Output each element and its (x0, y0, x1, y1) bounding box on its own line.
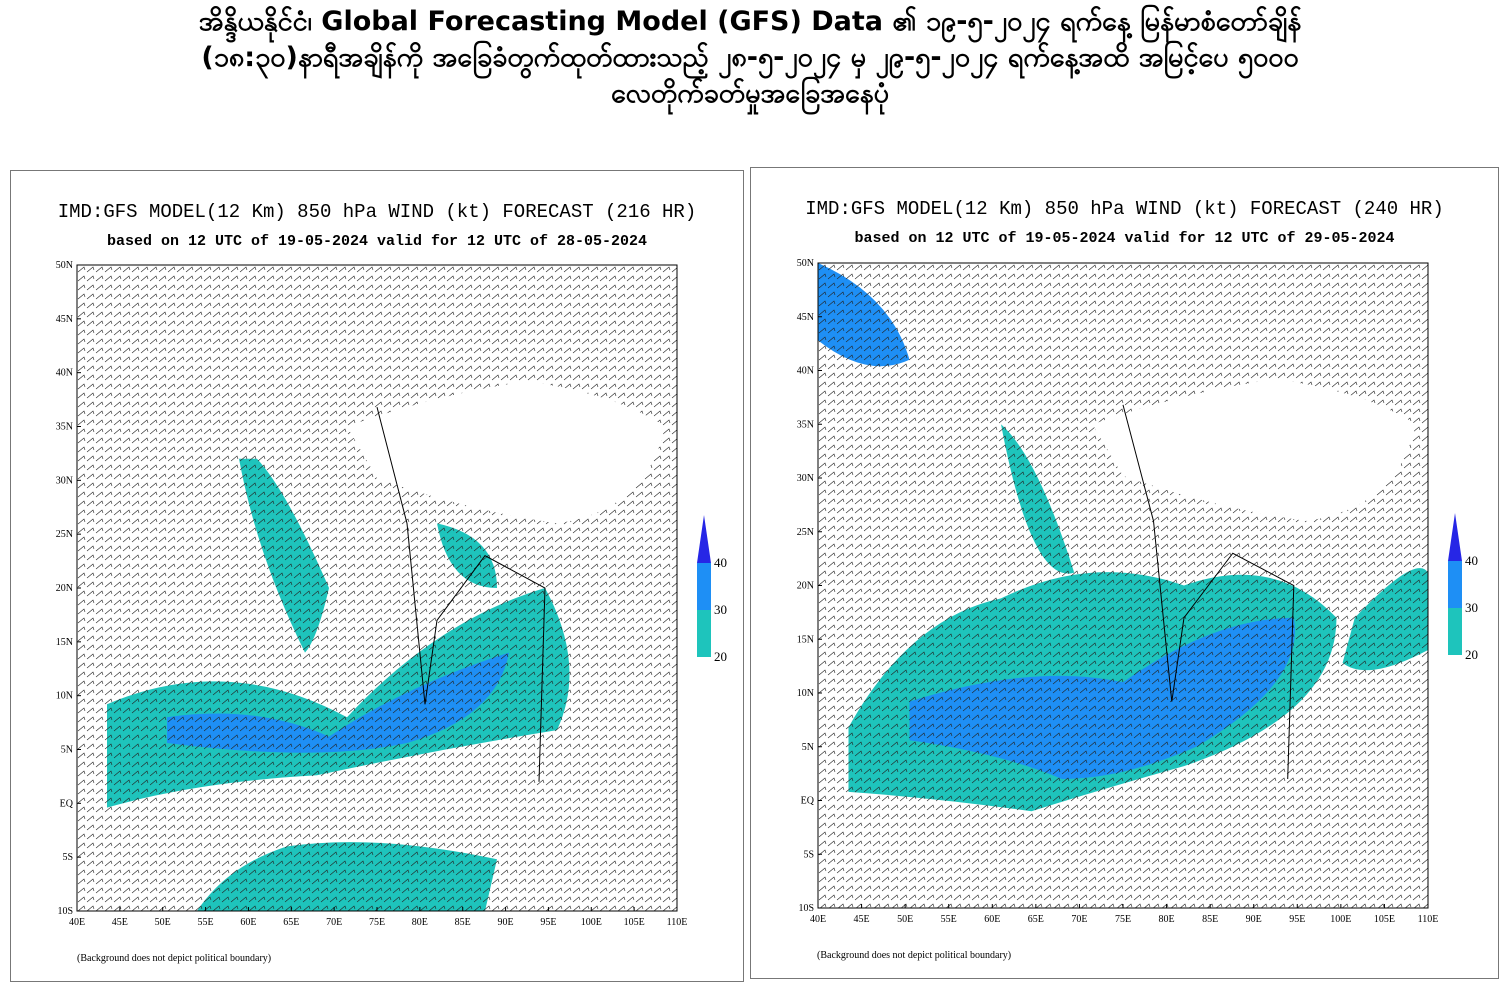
lat-label: EQ (801, 796, 815, 807)
colorbar-label: 20 (714, 649, 727, 664)
coastline (1122, 404, 1295, 780)
forecast-panel-216hr: IMD:GFS MODEL(12 Km) 850 hPa WIND (kt) F… (10, 170, 744, 982)
lon-label: 80E (1159, 914, 1175, 925)
lon-label: 80E (412, 917, 428, 928)
lon-label: 85E (1202, 914, 1218, 925)
lat-label: 10N (797, 688, 814, 699)
lon-label: 40E (69, 917, 85, 928)
page-title: အိန္ဒိယနိုင်ငံ၊ Global Forecasting Model… (0, 4, 1500, 112)
lat-label: 35N (56, 422, 73, 433)
wind-barbs (818, 263, 1428, 908)
lon-label: 55E (198, 917, 214, 928)
lon-label: 90E (1246, 914, 1262, 925)
lon-label: 65E (283, 917, 299, 928)
coastline (376, 406, 546, 782)
lat-label: 25N (797, 527, 814, 538)
forecast-panel-240hr: IMD:GFS MODEL(12 Km) 850 hPa WIND (kt) F… (750, 167, 1499, 979)
lat-label: 10S (57, 906, 73, 917)
wind-barbs (77, 265, 677, 911)
panel-subtitle: based on 12 UTC of 19-05-2024 valid for … (854, 230, 1395, 247)
colorbar-legend: 40 30 20 (1448, 513, 1478, 662)
lat-label: 35N (797, 419, 814, 430)
lat-label: EQ (60, 798, 74, 809)
lat-label: 25N (56, 529, 73, 540)
colorbar-high (697, 515, 711, 563)
colorbar-mid (697, 563, 711, 610)
lat-label: 45N (56, 314, 73, 325)
lat-label: 30N (56, 475, 73, 486)
lon-label: 75E (1115, 914, 1131, 925)
lon-label: 90E (498, 917, 514, 928)
lon-label: 60E (984, 914, 1000, 925)
lon-label: 45E (112, 917, 128, 928)
lon-label: 75E (369, 917, 385, 928)
colorbar-label: 30 (1465, 600, 1478, 615)
lon-label: 95E (540, 917, 556, 928)
lon-label: 70E (1071, 914, 1087, 925)
lon-label: 100E (581, 917, 602, 928)
panel-title: IMD:GFS MODEL(12 Km) 850 hPa WIND (kt) F… (57, 201, 697, 223)
lat-label: 5S (803, 849, 814, 860)
lat-label: 40N (56, 368, 73, 379)
lat-label: 15N (56, 637, 73, 648)
lat-label: 20N (56, 583, 73, 594)
tibetan-plateau-mask (1092, 379, 1416, 521)
lon-label: 70E (326, 917, 342, 928)
lon-label: 95E (1289, 914, 1305, 925)
lon-label: 65E (1028, 914, 1044, 925)
colorbar-label: 30 (714, 602, 727, 617)
panel-title: IMD:GFS MODEL(12 Km) 850 hPa WIND (kt) F… (805, 198, 1444, 220)
lat-label: 5N (61, 745, 73, 756)
lat-label: 15N (797, 634, 814, 645)
lon-label: 105E (624, 917, 645, 928)
lat-label: 40N (797, 366, 814, 377)
boundary-note: (Background does not depict political bo… (77, 953, 272, 964)
lon-label: 40E (810, 914, 826, 925)
lat-label: 5N (802, 742, 814, 753)
lat-label: 5S (62, 852, 73, 863)
lon-label: 110E (1418, 914, 1439, 925)
lon-label: 50E (897, 914, 913, 925)
lat-label: 45N (797, 312, 814, 323)
colorbar-label: 40 (1465, 553, 1478, 568)
lat-label: 20N (797, 581, 814, 592)
lon-label: 105E (1374, 914, 1395, 925)
lat-label: 10N (56, 691, 73, 702)
colorbar-low (1448, 608, 1462, 655)
title-line-1: အိန္ဒိယနိုင်ငံ၊ Global Forecasting Model… (198, 6, 1302, 37)
lon-label: 45E (854, 914, 870, 925)
panel-subtitle: based on 12 UTC of 19-05-2024 valid for … (106, 233, 648, 250)
lon-label: 110E (667, 917, 688, 928)
title-line-3: လေတိုက်ခတ်မှုအခြေအနေပုံ (610, 78, 890, 109)
colorbar-mid (1448, 561, 1462, 608)
lat-label: 10S (798, 903, 814, 914)
lat-label: 30N (797, 473, 814, 484)
title-line-2: (၁၈:၃၀)နာရီအချိန်ကို အခြေခံတွက်ထုတ်ထားသည… (201, 42, 1299, 73)
colorbar-legend: 40 30 20 (697, 515, 727, 664)
colorbar-label: 40 (714, 555, 727, 570)
lon-label: 60E (240, 917, 256, 928)
lon-label: 55E (941, 914, 957, 925)
lon-label: 85E (455, 917, 471, 928)
lon-label: 50E (155, 917, 171, 928)
lat-label: 50N (56, 260, 73, 271)
boundary-note: (Background does not depict political bo… (817, 950, 1012, 961)
colorbar-label: 20 (1465, 647, 1478, 662)
lon-label: 100E (1330, 914, 1351, 925)
colorbar-low (697, 610, 711, 657)
lat-label: 50N (797, 258, 814, 269)
colorbar-high (1448, 513, 1462, 561)
tibetan-plateau-mask (347, 381, 665, 524)
